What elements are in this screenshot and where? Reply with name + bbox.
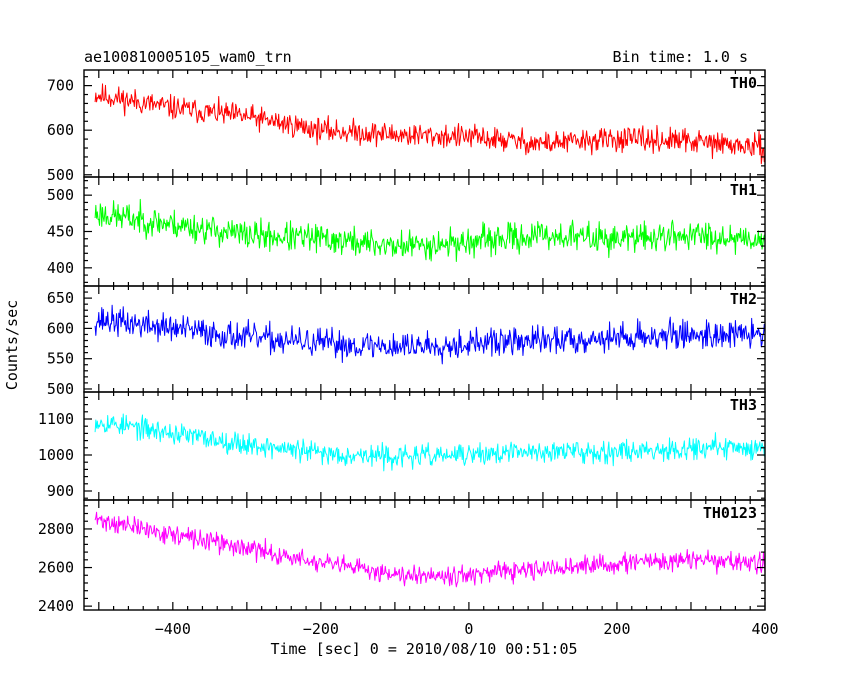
y-tick-label: 1000: [38, 446, 74, 464]
panel-th0: 500 600 700 TH0: [47, 69, 766, 184]
panel-label: TH0: [730, 74, 757, 92]
panel-frame: [83, 69, 766, 178]
y-tick-label: 500: [47, 166, 74, 184]
panel-th2: 500 550 600 650 TH2: [47, 285, 766, 398]
series-th3: [94, 413, 766, 472]
x-tick-label: −400: [155, 620, 191, 638]
x-tick-label: 200: [603, 620, 630, 638]
panel-stack: 500 600 700 TH0 400 450 500 TH1 500 550 600 650 TH2 9…: [38, 69, 766, 615]
y-tick-label: 500: [47, 186, 74, 204]
panel-th1: 400 450 500 TH1: [47, 176, 766, 287]
x-tick-label: 400: [751, 620, 778, 638]
bin-time-label: Bin time: 1.0 s: [613, 48, 748, 66]
series-th1: [94, 198, 766, 262]
x-axis-label: Time [sec] 0 = 2010/08/10 00:51:05: [270, 640, 577, 658]
y-tick-label: 600: [47, 121, 74, 139]
y-tick-label: 650: [47, 289, 74, 307]
y-tick-label: 450: [47, 223, 74, 241]
y-tick-label: 600: [47, 319, 74, 337]
y-tick-label: 2600: [38, 559, 74, 577]
panel-label: TH1: [730, 181, 757, 199]
y-tick-label: 400: [47, 259, 74, 277]
y-tick-label: 2800: [38, 520, 74, 538]
chart-title: ae100810005105_wam0_trn: [84, 48, 292, 66]
series-th0123: [94, 511, 766, 588]
panel-label: TH0123: [703, 504, 757, 522]
y-tick-label: 1100: [38, 410, 74, 428]
series-th2: [94, 304, 766, 365]
x-tick-label: −200: [303, 620, 339, 638]
y-tick-label: 900: [47, 482, 74, 500]
y-tick-label: 2400: [38, 597, 74, 615]
panel-label: TH2: [730, 290, 757, 308]
x-tick-label: 0: [464, 620, 473, 638]
y-tick-label: 500: [47, 380, 74, 398]
series-th0: [94, 83, 766, 165]
panel-label: TH3: [730, 396, 757, 414]
panel-th0123: 2400 2600 2800 TH0123: [38, 499, 766, 615]
panel-th3: 900 1000 1100 TH3: [38, 391, 766, 501]
y-tick-label: 550: [47, 350, 74, 368]
x-axis: −400 −200 0 200 400: [155, 620, 779, 638]
y-tick-label: 700: [47, 77, 74, 95]
y-axis-label: Counts/sec: [3, 300, 21, 390]
